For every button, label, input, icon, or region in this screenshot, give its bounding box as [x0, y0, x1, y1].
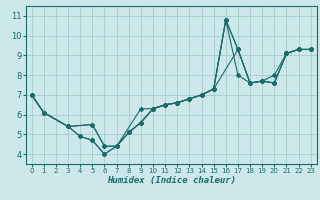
X-axis label: Humidex (Indice chaleur): Humidex (Indice chaleur) — [107, 176, 236, 185]
